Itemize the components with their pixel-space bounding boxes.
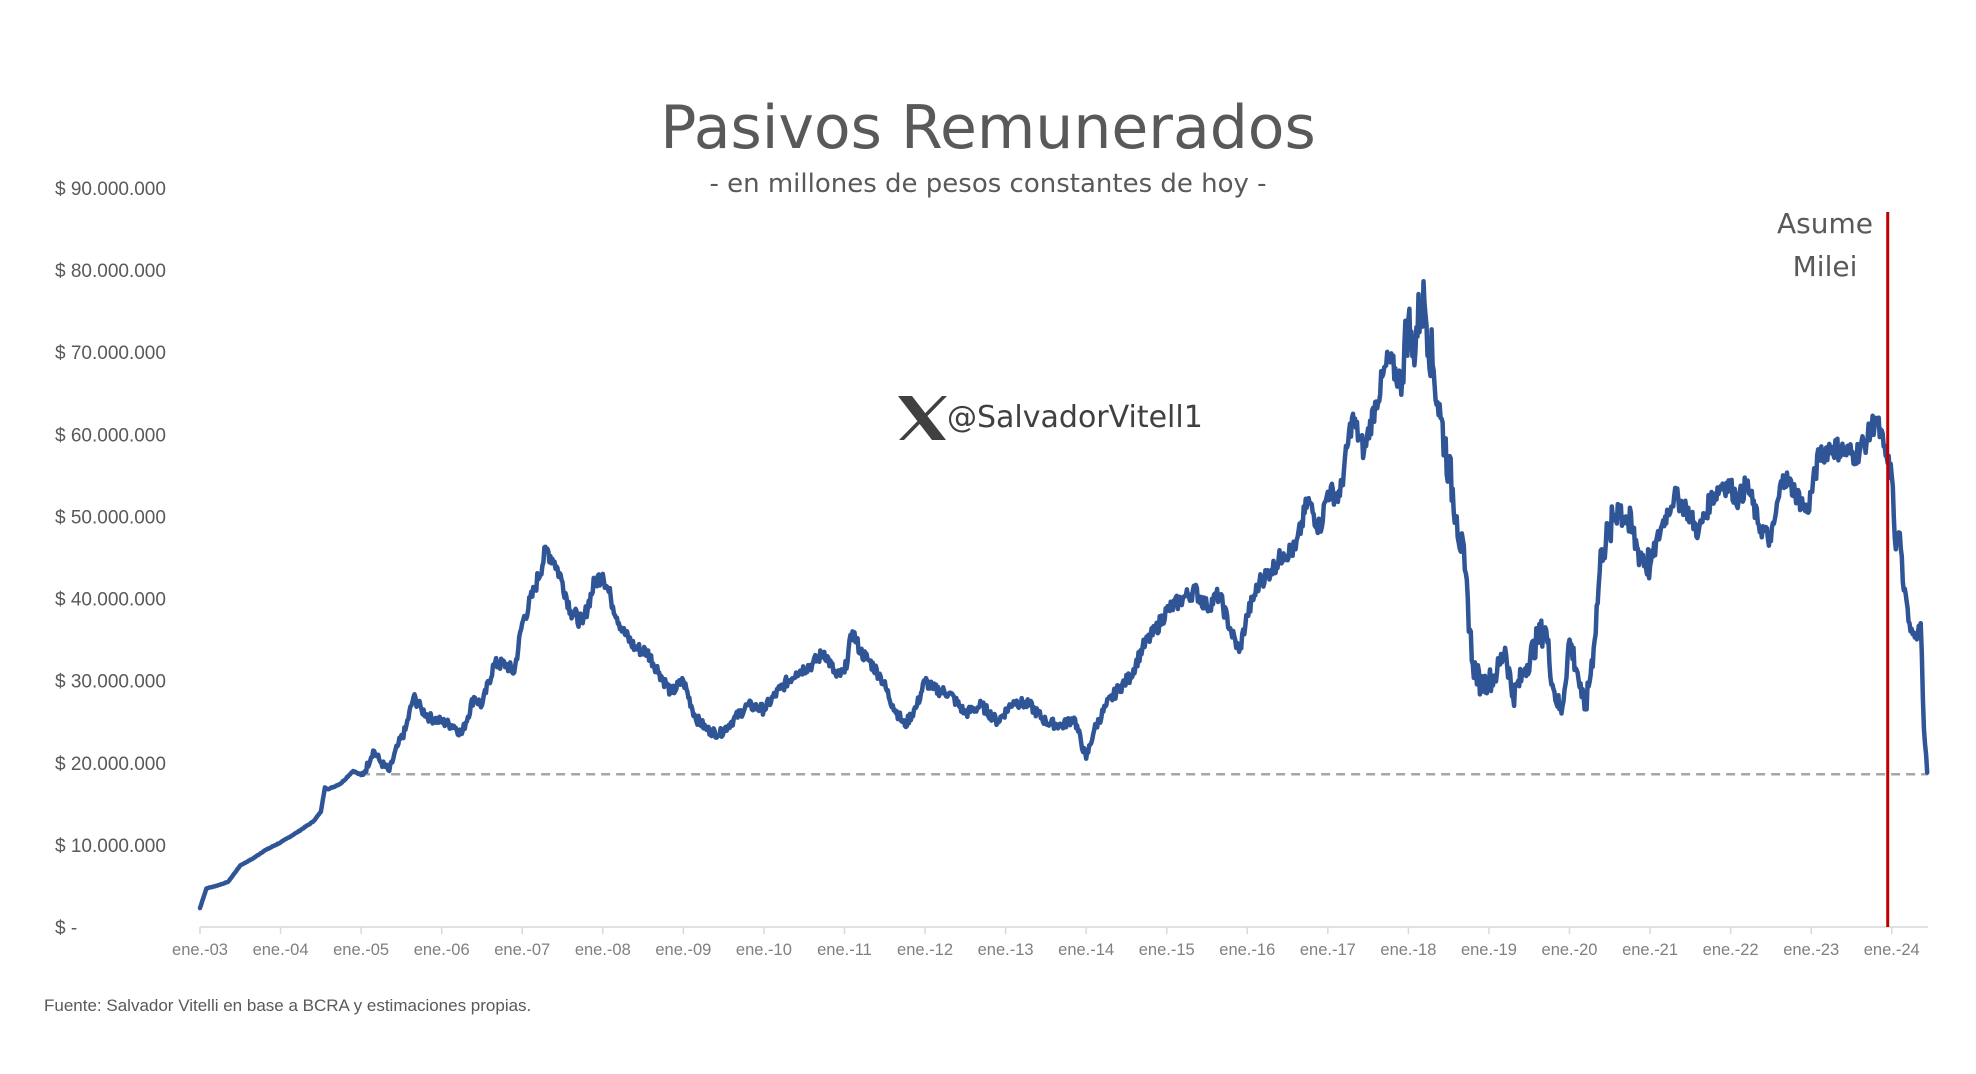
- x-tick-label: ene.-04: [253, 941, 309, 959]
- x-tick-label: ene.-11: [817, 941, 872, 959]
- x-tick-label: ene.-06: [414, 941, 470, 959]
- chart-title: Pasivos Remunerados: [660, 93, 1316, 163]
- watermark-handle: @SalvadorVitell1: [947, 400, 1203, 435]
- y-tick-label: $ 20.000.000: [55, 754, 166, 775]
- x-tick-label: ene.-12: [897, 941, 953, 959]
- y-tick-label: $ 40.000.000: [55, 590, 166, 611]
- y-tick-label: $ 10.000.000: [55, 836, 166, 857]
- x-tick-label: ene.-18: [1380, 941, 1436, 959]
- x-tick-label: ene.-17: [1300, 941, 1356, 959]
- x-tick-label: ene.-20: [1542, 941, 1598, 959]
- x-axis: ene.-03 ene.-04 ene.-05 ene.-06 ene.-07 ene.-…: [172, 926, 1928, 959]
- x-tick-label: ene.-16: [1219, 941, 1275, 959]
- x-logo-icon: [898, 396, 947, 440]
- x-tick-label: ene.-24: [1864, 941, 1920, 959]
- series-line: [197, 278, 1930, 911]
- x-tick-label: ene.-10: [736, 941, 792, 959]
- x-tick-label: ene.-13: [978, 941, 1034, 959]
- x-tick-label: ene.-21: [1622, 941, 1678, 959]
- y-tick-label: $ 90.000.000: [55, 179, 166, 200]
- x-tick-label: ene.-22: [1703, 941, 1759, 959]
- x-tick-label: ene.-09: [655, 941, 711, 959]
- x-tick-label: ene.-03: [172, 941, 228, 959]
- y-axis: $ - $ 10.000.000 $ 20.000.000 $ 30.000.000 $…: [55, 179, 166, 939]
- y-tick-label: $ 50.000.000: [55, 507, 166, 528]
- y-tick-label: $ 80.000.000: [55, 261, 166, 282]
- watermark: @SalvadorVitell1: [898, 396, 1203, 440]
- x-tick-label: ene.-07: [494, 941, 550, 959]
- chart-subtitle: - en millones de pesos constantes de hoy…: [709, 169, 1266, 199]
- x-tick-label: ene.-05: [333, 941, 389, 959]
- y-tick-label: $ 70.000.000: [55, 343, 166, 364]
- event-label: Milei: [1793, 250, 1858, 283]
- y-tick-label: $ -: [55, 918, 77, 939]
- event-label: Asume: [1777, 207, 1873, 240]
- y-tick-label: $ 30.000.000: [55, 672, 166, 693]
- x-tick-label: ene.-19: [1461, 941, 1517, 959]
- x-tick-label: ene.-08: [575, 941, 631, 959]
- y-tick-label: $ 60.000.000: [55, 425, 166, 446]
- x-tick-label: ene.-15: [1139, 941, 1195, 959]
- x-tick-label: ene.-14: [1058, 941, 1114, 959]
- source-note: Fuente: Salvador Vitelli en base a BCRA …: [44, 996, 531, 1015]
- x-tick-label: ene.-23: [1783, 941, 1839, 959]
